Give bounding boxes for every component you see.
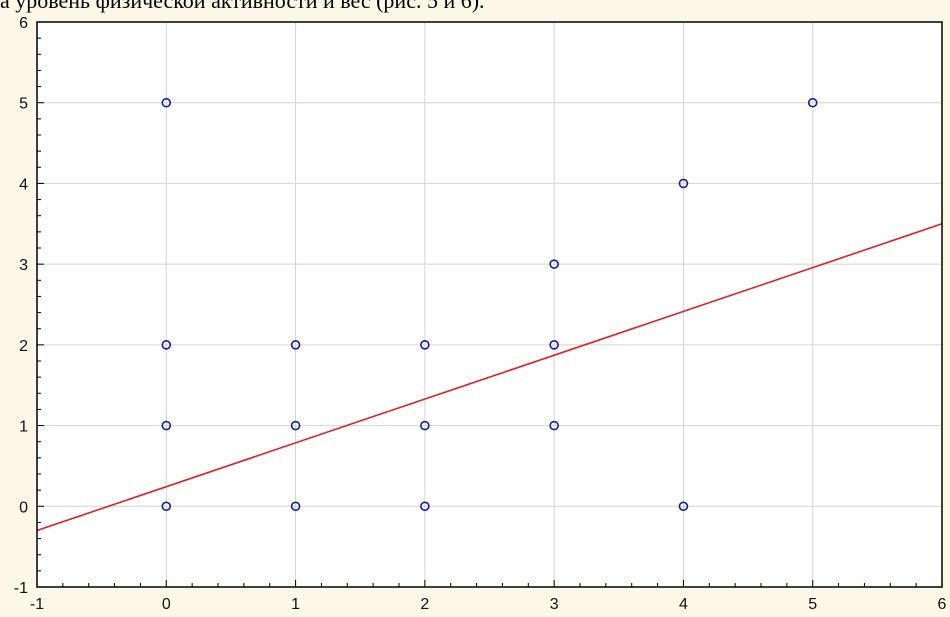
data-point: [678, 501, 689, 512]
data-point: [161, 97, 172, 108]
plot-background: [37, 22, 942, 587]
figure-caption: а уровень физической активности и вес (р…: [0, 0, 485, 13]
data-point: [161, 501, 172, 512]
x-axis-ticks: -1 0 1 2 3 4 5 6: [30, 596, 947, 613]
x-tick-label: 3: [550, 596, 559, 613]
x-tick-label: 2: [420, 596, 429, 613]
data-point: [420, 340, 430, 350]
plot-frame: [36, 21, 943, 588]
data-point: [678, 178, 689, 189]
x-tick-label: 1: [291, 596, 300, 613]
data-point: [290, 501, 301, 512]
data-point: [420, 420, 430, 431]
data-points: [161, 97, 818, 512]
data-point: [807, 97, 818, 108]
x-tick-label: 6: [938, 596, 947, 613]
y-axis-ticks: -1 0 1 2 3 4 5 6: [14, 15, 28, 597]
regression-line: [36, 223, 943, 532]
data-point: [290, 340, 301, 350]
grid-lines: [37, 22, 942, 587]
data-point: [549, 259, 559, 269]
data-point: [290, 420, 301, 431]
x-tick-label: 5: [808, 596, 817, 613]
y-tick-label: 2: [19, 338, 28, 355]
y-tick-label: 5: [19, 96, 28, 113]
y-tick-label: 6: [19, 15, 28, 32]
x-tick-label: 4: [679, 596, 688, 613]
y-tick-label: 3: [19, 257, 28, 274]
y-tick-label: 0: [19, 499, 28, 516]
data-point: [161, 420, 172, 431]
y-tick-label: -1: [14, 580, 28, 597]
data-point: [549, 340, 559, 350]
regression-layer: [36, 223, 943, 532]
y-tick-label: 1: [19, 419, 28, 436]
data-point: [549, 420, 559, 431]
x-tick-label: 0: [162, 596, 171, 613]
y-tick-label: 4: [19, 176, 28, 193]
x-tick-label: -1: [30, 596, 44, 613]
data-point: [161, 340, 172, 350]
data-point: [420, 501, 430, 512]
